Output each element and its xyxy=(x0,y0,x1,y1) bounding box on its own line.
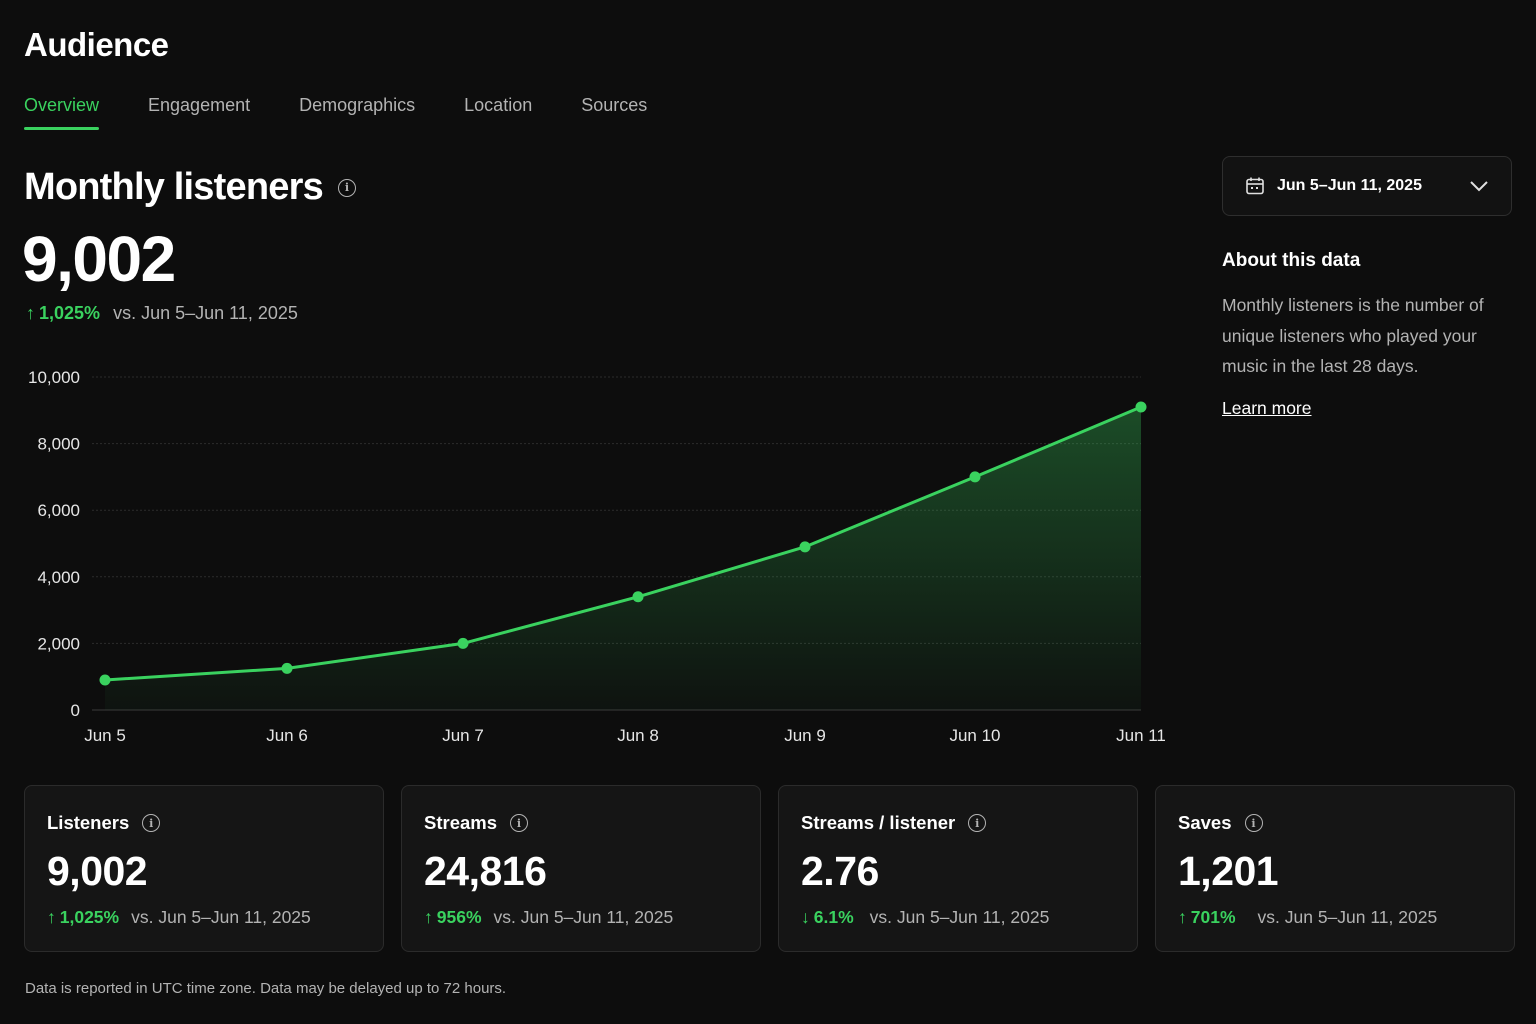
x-tick-label: Jun 6 xyxy=(266,726,308,745)
tab-location[interactable]: Location xyxy=(464,95,533,115)
monthly-listeners-value: 9,002 xyxy=(22,223,176,295)
arrow-up-icon: ↑ xyxy=(424,907,433,927)
y-tick-label: 4,000 xyxy=(37,568,80,587)
delta-percent: 1,025% xyxy=(39,303,101,323)
card-listeners: Listeners i 9,002 ↑ 1,025% vs. Jun 5–Jun… xyxy=(24,785,384,952)
card-title: Listeners xyxy=(47,812,130,833)
learn-more-link[interactable]: Learn more xyxy=(1222,397,1312,418)
data-point xyxy=(632,591,644,603)
y-tick-label: 10,000 xyxy=(28,368,80,387)
x-tick-label: Jun 8 xyxy=(617,726,659,745)
tab-engagement[interactable]: Engagement xyxy=(148,95,251,115)
data-point xyxy=(281,662,293,674)
about-title: About this data xyxy=(1222,250,1361,271)
listeners-chart: 0 2,000 4,000 6,000 8,000 10,000 Jun 5 Jun 6 Jun… xyxy=(28,368,1166,745)
tab-sources[interactable]: Sources xyxy=(581,95,648,115)
card-value: 2.76 xyxy=(801,848,879,894)
arrow-up-icon: ↑ xyxy=(47,907,56,927)
arrow-up-icon: ↑ xyxy=(1178,907,1187,927)
data-point xyxy=(799,541,811,553)
card-comparison: vs. Jun 5–Jun 11, 2025 xyxy=(131,907,311,927)
card-streams: Streams i 24,816 ↑ 956% vs. Jun 5–Jun 11… xyxy=(401,785,761,952)
y-tick-label: 8,000 xyxy=(37,435,80,454)
card-streams-per-listener: Streams / listener i 2.76 ↓ 6.1% vs. Jun… xyxy=(778,785,1138,952)
info-icon[interactable]: i xyxy=(142,814,161,832)
card-saves: Saves i 1,201 ↑ 701% vs. Jun 5–Jun 11, 2… xyxy=(1155,785,1515,952)
data-point xyxy=(457,637,469,649)
section-header: Monthly listeners i xyxy=(24,166,356,209)
x-tick-label: Jun 5 xyxy=(84,726,126,745)
x-tick-label: Jun 9 xyxy=(784,726,826,745)
card-delta: 956% xyxy=(436,907,482,927)
tab-overview[interactable]: Overview xyxy=(24,92,100,130)
footer-note: Data is reported in UTC time zone. Data … xyxy=(25,980,507,997)
date-range-label: Jun 5–Jun 11, 2025 xyxy=(1277,177,1422,194)
info-icon[interactable]: i xyxy=(1244,814,1263,832)
date-range-picker[interactable]: Jun 5–Jun 11, 2025 xyxy=(1222,156,1512,216)
x-tick-label: Jun 7 xyxy=(442,726,484,745)
data-point xyxy=(99,674,111,686)
y-tick-label: 0 xyxy=(71,701,80,720)
x-tick-label: Jun 10 xyxy=(949,726,1000,745)
arrow-down-icon: ↓ xyxy=(801,907,810,927)
info-icon[interactable]: i xyxy=(510,814,529,832)
data-point xyxy=(969,471,981,483)
card-comparison: vs. Jun 5–Jun 11, 2025 xyxy=(493,907,674,927)
card-delta: 701% xyxy=(1190,907,1236,927)
y-tick-label: 6,000 xyxy=(37,501,80,520)
info-icon[interactable]: i xyxy=(337,178,356,197)
x-tick-label: Jun 11 xyxy=(1116,726,1166,745)
card-comparison: vs. Jun 5–Jun 11, 2025 xyxy=(869,907,1050,927)
card-comparison: vs. Jun 5–Jun 11, 2025 xyxy=(1257,907,1438,927)
tab-demographics[interactable]: Demographics xyxy=(299,95,416,115)
data-point xyxy=(1135,401,1147,413)
about-panel: About this data Monthly listeners is the… xyxy=(1222,250,1512,419)
y-tick-label: 2,000 xyxy=(37,634,80,653)
monthly-listeners-delta: ↑ 1,025% vs. Jun 5–Jun 11, 2025 xyxy=(26,303,298,324)
card-title: Streams xyxy=(424,812,498,833)
delta-comparison: vs. Jun 5–Jun 11, 2025 xyxy=(113,303,298,323)
about-body: Monthly listeners is the number of uniqu… xyxy=(1222,295,1484,376)
card-title: Streams / listener xyxy=(801,812,956,833)
metric-cards: Listeners i 9,002 ↑ 1,025% vs. Jun 5–Jun… xyxy=(24,785,1515,952)
calendar-icon xyxy=(1246,177,1264,195)
card-value: 1,201 xyxy=(1178,848,1279,894)
tab-bar: Overview Engagement Demographics Locatio… xyxy=(24,92,696,130)
card-title: Saves xyxy=(1178,812,1232,833)
card-delta: 6.1% xyxy=(813,907,854,927)
card-value: 24,816 xyxy=(424,848,547,894)
page-title: Audience xyxy=(24,26,169,63)
info-icon[interactable]: i xyxy=(968,814,987,832)
series-area xyxy=(105,406,1141,710)
section-title: Monthly listeners xyxy=(24,166,324,208)
chevron-down-icon xyxy=(1470,181,1488,192)
card-delta: 1,025% xyxy=(59,907,120,927)
card-value: 9,002 xyxy=(47,848,148,894)
arrow-up-icon: ↑ xyxy=(26,303,35,323)
